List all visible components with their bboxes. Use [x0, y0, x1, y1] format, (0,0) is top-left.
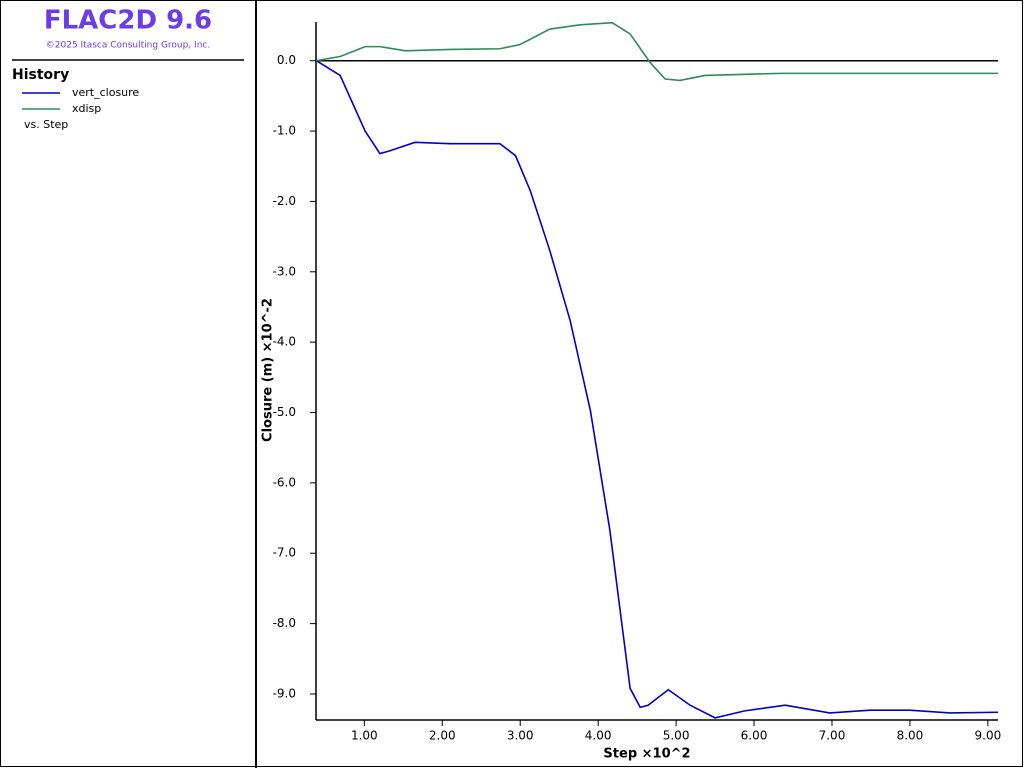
x-tick-label: 6.00: [741, 729, 768, 743]
y-axis-label: Closure (m) ×10^-2: [261, 298, 276, 442]
x-tick-label: 4.00: [585, 729, 612, 743]
legend-label: xdisp: [72, 102, 101, 115]
x-tick-label: 8.00: [897, 729, 924, 743]
x-tick-label: 1.00: [351, 729, 378, 743]
vs-label: vs. Step: [24, 118, 68, 131]
y-tick-label: -9.0: [273, 686, 296, 700]
copyright: ©2025 Itasca Consulting Group, Inc.: [46, 41, 210, 51]
y-tick-label: -1.0: [273, 124, 296, 138]
x-axis-label: Step ×10^2: [603, 747, 690, 762]
y-tick-label: -2.0: [273, 194, 296, 208]
y-tick-label: -5.0: [273, 405, 296, 419]
x-tick-label: 9.00: [975, 729, 1002, 743]
y-tick-label: 0.0: [277, 53, 296, 67]
x-tick-label: 5.00: [663, 729, 690, 743]
series-line: [315, 60, 999, 719]
y-tick-label: -7.0: [273, 546, 296, 560]
series-line: [316, 21, 998, 82]
panel-title: History: [12, 67, 69, 83]
y-tick-label: -6.0: [273, 475, 296, 489]
x-tick-label: 7.00: [819, 729, 846, 743]
app-title: FLAC2D 9.6: [44, 6, 212, 36]
x-tick-label: 3.00: [507, 729, 534, 743]
y-tick-label: -8.0: [273, 616, 296, 630]
x-tick-label: 2.00: [429, 729, 456, 743]
y-tick-label: -3.0: [273, 264, 296, 278]
legend-label: vert_closure: [72, 86, 139, 99]
y-tick-label: -4.0: [273, 335, 296, 349]
